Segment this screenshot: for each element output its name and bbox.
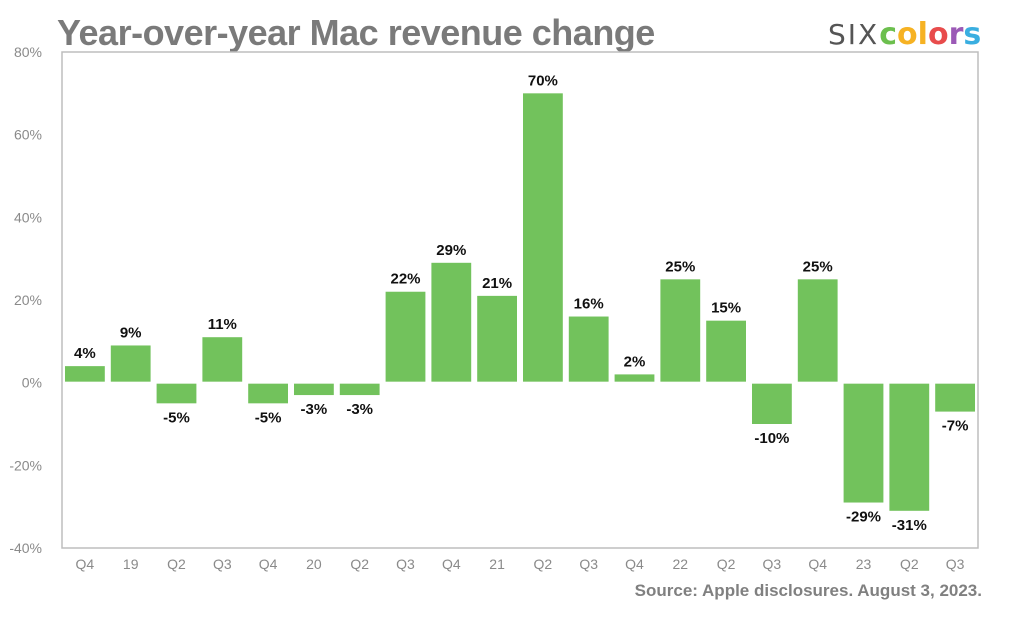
bar	[156, 383, 197, 404]
y-tick-label: 20%	[14, 292, 42, 308]
data-label: 25%	[665, 258, 695, 275]
data-label: -7%	[942, 418, 969, 435]
data-label: -31%	[892, 517, 927, 534]
bar	[477, 295, 517, 382]
bar	[706, 320, 746, 382]
data-label: 2%	[624, 353, 646, 370]
data-label: -3%	[346, 401, 373, 418]
x-tick-label: Q3	[213, 556, 232, 572]
bar	[385, 291, 426, 382]
data-label: 11%	[208, 316, 237, 333]
bar	[110, 345, 151, 382]
y-tick-label: 0%	[22, 375, 42, 391]
bar	[431, 262, 472, 382]
y-tick-label: 60%	[14, 127, 42, 143]
x-tick-label: 23	[856, 556, 872, 572]
bar	[797, 279, 838, 382]
x-tick-label: Q4	[442, 556, 461, 572]
chart-title: Year-over-year Mac revenue change	[57, 12, 655, 53]
x-tick-label: Q2	[900, 556, 919, 572]
x-tick-label: 19	[123, 556, 139, 572]
data-label: 16%	[574, 296, 604, 313]
logo-letter: l	[917, 17, 928, 52]
x-tick-label: Q2	[167, 556, 186, 572]
x-tick-label: Q2	[534, 556, 553, 572]
logo-colors-word: colors	[879, 17, 981, 52]
x-tick-label: Q3	[763, 556, 782, 572]
data-label: -3%	[301, 401, 328, 418]
logo-letter: r	[948, 17, 964, 52]
logo-prefix: SIX	[828, 18, 880, 51]
x-tick-label: 21	[489, 556, 505, 572]
data-label: -29%	[846, 509, 881, 526]
data-label: 4%	[74, 345, 96, 362]
data-label: -10%	[754, 430, 789, 447]
x-tick-label: 22	[673, 556, 689, 572]
bar	[614, 374, 655, 382]
bar	[248, 383, 288, 404]
bar	[843, 383, 884, 503]
bar	[65, 366, 105, 382]
sixcolors-logo: SIXcolors	[828, 18, 981, 52]
data-label: 21%	[482, 275, 512, 292]
bar	[294, 383, 334, 396]
data-labels: 4% 9% -5% 11% -5% -3% -3% 22% 29% 21% 70% 16% 2% 25% 1…	[74, 72, 968, 533]
bar	[523, 93, 563, 382]
data-label: 25%	[803, 258, 833, 275]
source-note: Source: Apple disclosures. August 3, 202…	[634, 581, 982, 600]
data-label: 22%	[390, 271, 420, 288]
y-axis: -40% -20% 0% 20% 40% 60% 80%	[9, 44, 42, 556]
bar	[752, 383, 792, 424]
bar	[935, 383, 975, 412]
data-label: 9%	[120, 324, 142, 341]
data-label: 70%	[528, 72, 558, 89]
y-tick-label: 40%	[14, 209, 42, 225]
logo-letter: o	[927, 17, 949, 52]
data-label: -5%	[255, 409, 282, 426]
plot-frame	[61, 51, 979, 549]
bar	[339, 383, 380, 396]
bar	[660, 279, 701, 382]
y-tick-label: 80%	[14, 44, 42, 60]
x-tick-label: 20	[306, 556, 322, 572]
x-tick-label: Q4	[625, 556, 644, 572]
bar	[889, 383, 930, 511]
data-label: 15%	[711, 300, 741, 317]
logo-letter: s	[963, 17, 982, 52]
data-label: 29%	[436, 242, 466, 259]
y-tick-label: -20%	[9, 457, 42, 473]
bar	[568, 316, 609, 382]
y-tick-label: -40%	[9, 540, 42, 556]
bar	[202, 337, 243, 382]
x-tick-label: Q4	[808, 556, 827, 572]
x-tick-label: Q2	[350, 556, 369, 572]
x-tick-label: Q2	[717, 556, 736, 572]
x-axis: Q4 19 Q2 Q3 Q4 20 Q2 Q3 Q4 21 Q2 Q3 Q4 22 Q2 Q3 Q4 23 Q2 Q3	[76, 556, 965, 572]
logo-letter: c	[879, 17, 898, 52]
logo-letter: o	[897, 17, 918, 52]
x-tick-label: Q3	[946, 556, 965, 572]
x-tick-label: Q3	[579, 556, 598, 572]
x-tick-label: Q4	[76, 556, 95, 572]
bars	[65, 93, 975, 511]
x-tick-label: Q4	[259, 556, 278, 572]
data-label: -5%	[163, 409, 190, 426]
x-tick-label: Q3	[396, 556, 415, 572]
